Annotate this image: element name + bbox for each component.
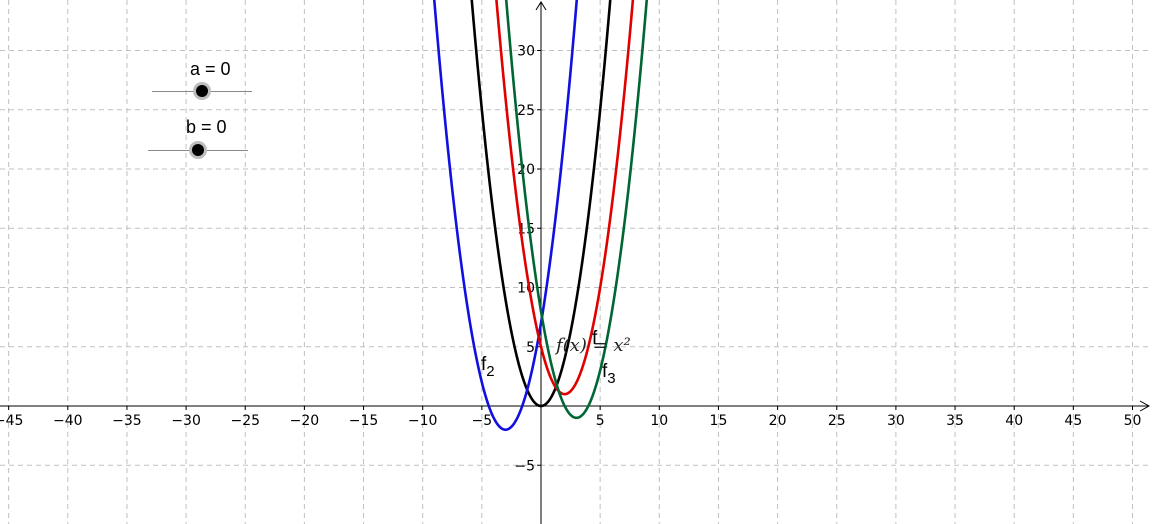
y-tick-label: 30 [517,44,535,60]
curve-f2[interactable] [432,0,579,432]
x-tick-label: −5 [472,413,493,429]
y-tick-label: 5 [526,340,535,356]
x-tick-label: 35 [946,413,964,429]
x-tick-label: −40 [53,413,83,429]
y-axis-arrow [535,1,547,11]
slider-a-label: a = 0 [190,59,231,79]
x-tick-label: 25 [828,413,846,429]
x-tick-label: −10 [408,413,438,429]
formula-overlay-label: f [592,328,598,349]
curve-label-f3: f3 [602,361,616,387]
slider-b-knob[interactable] [192,144,204,156]
x-tick-label: 30 [887,413,905,429]
x-axis-arrow [1139,400,1151,412]
slider-b-label: b = 0 [186,117,227,137]
x-tick-label: 45 [1064,413,1082,429]
curve-f3[interactable] [504,0,649,420]
curve-label-f2: f2 [481,354,495,380]
x-tick-label: 5 [596,413,605,429]
function-curves[interactable] [432,0,649,432]
tick-labels: −45 −40 −35 −30 −25 −20 −15 −10 −5 5 10 15 20 25 30 35 4… [0,44,1141,475]
y-tick-label: 25 [517,103,535,119]
slider-a-knob[interactable] [196,85,208,97]
x-tick-label: −45 [0,413,23,429]
y-tick-label: 20 [517,162,535,178]
y-tick-label: 10 [517,281,535,297]
x-tick-label: −30 [171,413,201,429]
x-tick-label: 20 [769,413,787,429]
curve-f[interactable] [495,0,635,396]
x-tick-label: −15 [349,413,379,429]
y-tick-label: −5 [514,458,535,474]
x-tick-label: −20 [290,413,320,429]
x-tick-label: 15 [710,413,728,429]
x-tick-label: −25 [230,413,260,429]
curve-f[interactable] [470,0,612,408]
formula-annotation: f(x) = x² [554,335,631,356]
x-tick-label: 50 [1124,413,1142,429]
x-tick-label: 40 [1005,413,1023,429]
x-tick-label: −35 [112,413,142,429]
curve-labels: f2 f3 f(x) = x²f [481,328,631,387]
x-tick-label: 10 [650,413,668,429]
